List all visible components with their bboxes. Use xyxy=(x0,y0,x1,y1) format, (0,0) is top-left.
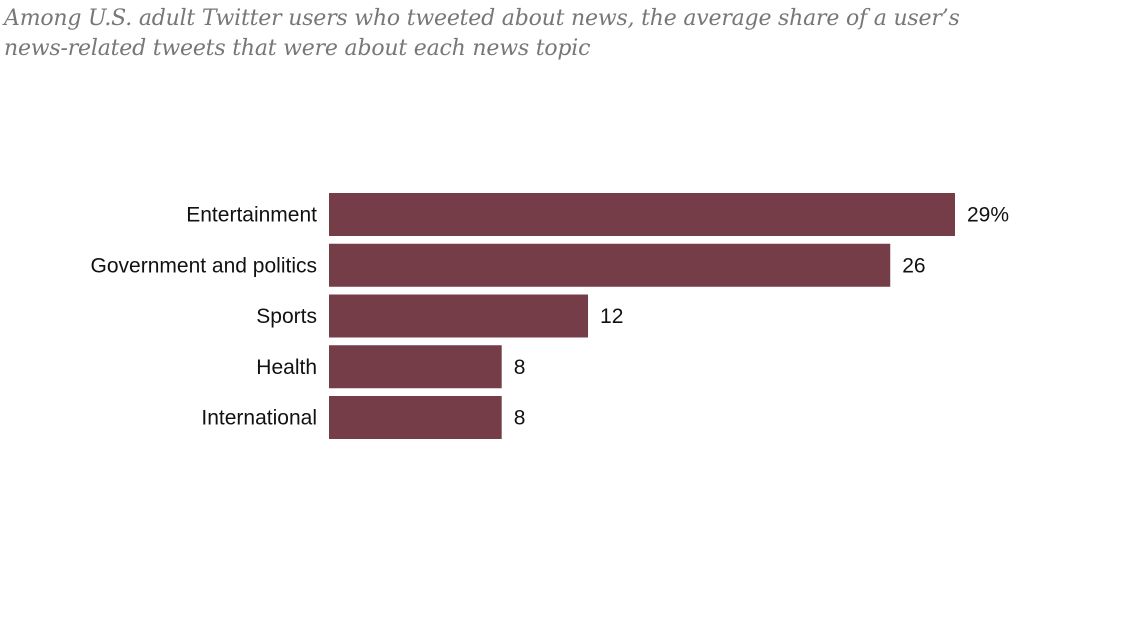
category-label: Government and politics xyxy=(91,254,317,277)
bar-international xyxy=(329,396,502,439)
category-label: Entertainment xyxy=(186,204,317,227)
bar-government-and-politics xyxy=(329,243,891,287)
chart-subtitle: Among U.S. adult Twitter users who tweet… xyxy=(4,4,1104,64)
category-label: International xyxy=(201,407,317,430)
value-label: 26 xyxy=(902,254,925,277)
category-label: Sports xyxy=(256,305,317,328)
bar-sports xyxy=(329,294,589,338)
value-label: 8 xyxy=(514,407,526,430)
subtitle-line-2: news-related tweets that were about each… xyxy=(4,36,591,61)
subtitle-line-1: Among U.S. adult Twitter users who tweet… xyxy=(4,6,960,31)
value-label: 29% xyxy=(967,204,1009,227)
value-label: 8 xyxy=(514,356,526,379)
bar-entertainment xyxy=(329,193,955,236)
category-label: Health xyxy=(256,356,317,379)
bar-health xyxy=(329,345,502,389)
value-label: 12 xyxy=(600,305,623,328)
